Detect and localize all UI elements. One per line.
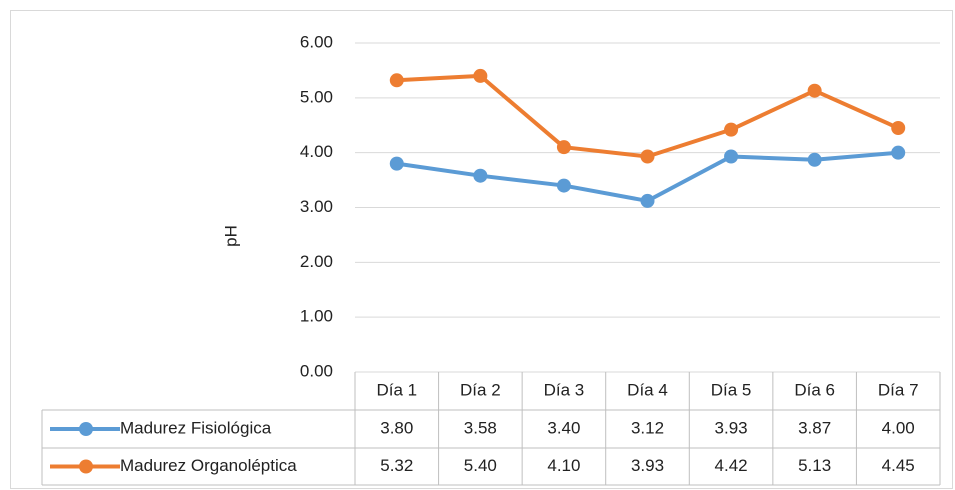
table-value: 3.12 (631, 418, 664, 437)
point (640, 149, 655, 164)
point (891, 145, 906, 160)
legend-marker (79, 422, 93, 436)
point (473, 168, 488, 183)
y-tick-label: 6.00 (300, 32, 333, 51)
y-tick-label: 1.00 (300, 307, 333, 326)
point (389, 73, 404, 88)
x-tick-label: Día 4 (627, 380, 668, 399)
legend-label: Madurez Organoléptica (120, 456, 297, 475)
point (807, 83, 822, 98)
table-value: 3.40 (547, 418, 580, 437)
y-tick-label: 0.00 (300, 361, 333, 380)
point (389, 156, 404, 171)
point (891, 120, 906, 135)
legend-marker (79, 459, 93, 474)
point (807, 152, 822, 167)
table-value: 4.00 (882, 418, 915, 437)
point (640, 193, 655, 208)
table-value: 4.42 (715, 456, 748, 475)
point (473, 68, 488, 83)
y-tick-label: 4.00 (300, 142, 333, 161)
chart-border (10, 10, 953, 489)
legend-label: Madurez Fisiológica (120, 418, 272, 437)
series-line (396, 73, 900, 159)
table-value: 4.45 (882, 456, 915, 475)
y-axis-title: pH (221, 225, 240, 247)
table-value: 3.87 (798, 418, 831, 437)
x-tick-label: Día 6 (794, 380, 835, 399)
point (724, 122, 739, 137)
x-tick-label: Día 3 (544, 380, 585, 399)
table-value: 4.10 (547, 456, 580, 475)
x-tick-label: Día 7 (878, 380, 919, 399)
table-value: 5.40 (464, 456, 497, 475)
x-tick-label: Día 2 (460, 380, 501, 399)
table-value: 3.93 (715, 418, 748, 437)
table-value: 3.80 (380, 418, 413, 437)
point (724, 149, 739, 164)
x-tick-label: Día 1 (376, 380, 417, 399)
y-tick-label: 2.00 (300, 252, 333, 271)
point (556, 140, 571, 155)
table-value: 3.93 (631, 456, 664, 475)
table-value: 3.58 (464, 418, 497, 437)
table-value: 5.13 (798, 456, 831, 475)
point (556, 178, 571, 193)
x-tick-label: Día 5 (711, 380, 752, 399)
y-tick-label: 3.00 (300, 197, 333, 216)
table-value: 5.32 (380, 456, 413, 475)
y-tick-label: 5.00 (300, 87, 333, 106)
